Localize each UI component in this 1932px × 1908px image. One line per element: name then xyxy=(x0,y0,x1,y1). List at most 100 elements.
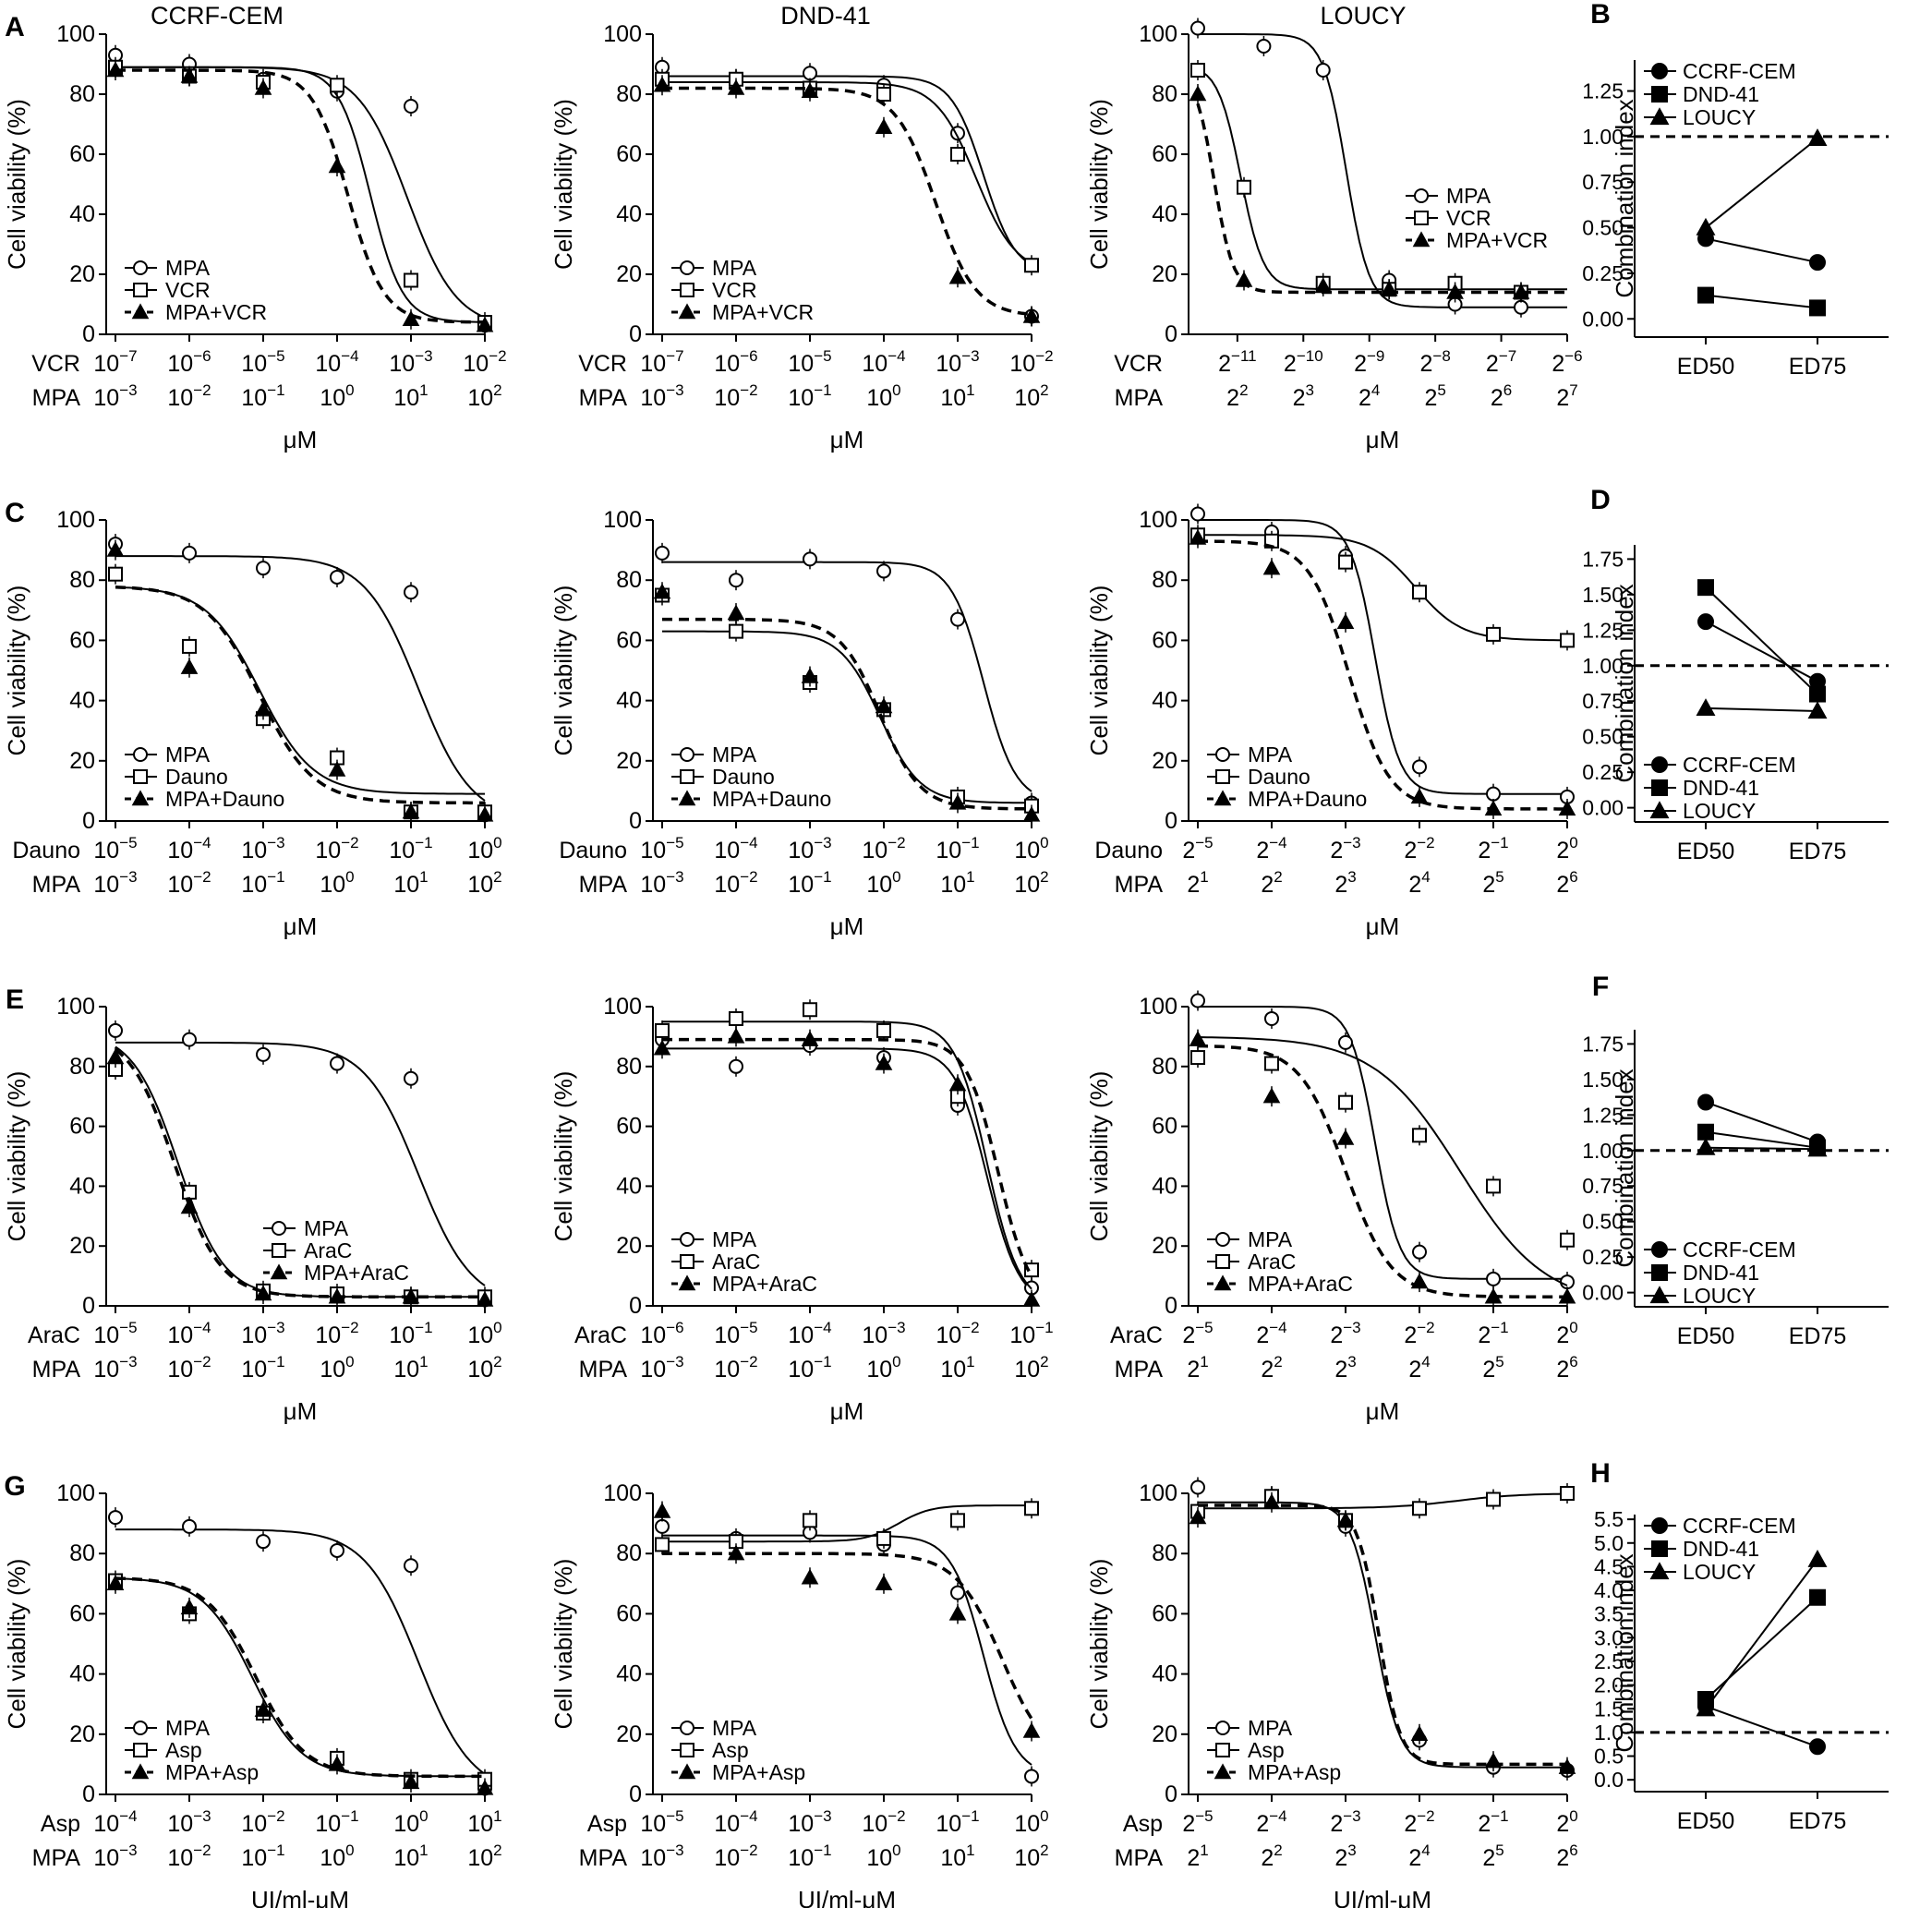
data-point-mpa xyxy=(1338,1034,1353,1050)
data-point-arac xyxy=(1190,1050,1205,1066)
data-point-mpa xyxy=(1412,759,1427,775)
legend-marker xyxy=(1215,1254,1230,1269)
legend-label: MPA+Dauno xyxy=(1248,787,1367,811)
x-tick-label-mpa: 25 xyxy=(1482,1353,1503,1383)
y-tick-label: 20 xyxy=(1152,1721,1177,1747)
data-point-mpa xyxy=(950,611,965,627)
legend-label: CCRF-CEM xyxy=(1683,59,1796,83)
x-row-label-drug: Asp xyxy=(1123,1811,1163,1837)
x-tick-label-drug: 10−2 xyxy=(862,1807,905,1837)
legend-marker xyxy=(270,1263,288,1280)
x-tick-label-mpa: 101 xyxy=(940,1842,974,1871)
legend-marker xyxy=(1651,756,1668,773)
series-line-ccrf-cem xyxy=(1705,621,1818,682)
data-point-vcr xyxy=(404,272,418,288)
y-tick-label: 60 xyxy=(69,627,95,653)
y-tick-label: 40 xyxy=(1152,1173,1177,1199)
x-row-label-mpa: MPA xyxy=(579,1357,628,1383)
data-point-mpa+arac xyxy=(1022,1290,1041,1307)
data-point-mpa xyxy=(1412,1244,1427,1260)
x-tick-label-drug: 100 xyxy=(467,834,501,863)
panel-letter: B xyxy=(1590,0,1611,30)
data-point-mpa+arac xyxy=(254,1285,272,1301)
data-point-asp xyxy=(655,1537,670,1552)
data-point-mpa+vcr xyxy=(106,61,125,78)
x-axis-label: μM xyxy=(1366,426,1400,453)
data-point-mpa+arac xyxy=(402,1287,420,1304)
legend-label: LOUCY xyxy=(1683,799,1756,823)
data-point-vcr xyxy=(330,78,344,93)
data-point-mpa+dauno xyxy=(1410,788,1429,804)
legend-marker xyxy=(678,790,696,806)
data-point-mpa xyxy=(330,569,344,585)
data-point-mpa xyxy=(1190,506,1205,522)
series-line-dnd-41 xyxy=(1705,586,1818,695)
data-point-mpa+arac xyxy=(476,1290,494,1307)
legend-marker xyxy=(680,747,694,762)
x-tick-label-drug: 2−5 xyxy=(1182,834,1213,863)
legend-label: CCRF-CEM xyxy=(1683,1238,1796,1262)
chart-panel-h: H 0.00.51.01.52.02.53.03.54.04.55.05.5 ED5… xyxy=(1590,1458,1889,1834)
y-tick-label: 0.75 xyxy=(1582,170,1624,194)
x-row-label-mpa: MPA xyxy=(1115,872,1164,898)
legend-marker xyxy=(1649,801,1670,819)
chart-panel-a2: 0 20 40 60 80 100 Cell viability (%) 10−7 10−3 10… xyxy=(549,21,1054,453)
x-tick-label-mpa: 100 xyxy=(866,1353,900,1383)
data-point-ccrf-cem xyxy=(1809,1738,1826,1756)
legend-marker xyxy=(678,303,696,320)
x-tick-label-drug: 10−5 xyxy=(93,1319,137,1348)
fit-curve-vcr xyxy=(1197,68,1567,291)
legend-marker xyxy=(1651,779,1668,796)
y-tick-label: 100 xyxy=(603,994,642,1020)
data-point-loucy xyxy=(1696,698,1716,717)
x-tick-label-drug: 10−4 xyxy=(167,1319,211,1348)
data-point-mpa+dauno xyxy=(328,760,346,777)
legend-label: MPA xyxy=(712,1716,757,1740)
y-tick-label: 60 xyxy=(1152,627,1177,653)
y-tick-label: 80 xyxy=(69,81,95,107)
x-tick-label-drug: 100 xyxy=(1014,1807,1048,1837)
data-point-loucy xyxy=(1807,128,1828,146)
y-tick-label: 60 xyxy=(616,141,642,167)
y-tick-label: 5.0 xyxy=(1594,1531,1624,1555)
legend-marker xyxy=(133,1721,148,1735)
y-tick-label: 100 xyxy=(56,21,95,47)
data-point-mpa+asp xyxy=(1484,1752,1503,1769)
x-tick-label: ED50 xyxy=(1677,1323,1735,1349)
data-point-mpa+vcr xyxy=(254,78,272,95)
y-tick-label: 0 xyxy=(82,808,95,834)
data-point-mpa+asp xyxy=(1336,1511,1355,1528)
legend-label: MPA+Asp xyxy=(1248,1760,1341,1784)
x-row-label-drug: AraC xyxy=(574,1322,627,1348)
x-tick-label-mpa: 10−3 xyxy=(640,868,683,898)
x-tick-label-mpa: 10−2 xyxy=(167,381,211,411)
y-tick-label: 0.75 xyxy=(1582,1174,1624,1198)
y-tick-label: 1.5 xyxy=(1594,1697,1624,1721)
y-tick-label: 2.5 xyxy=(1594,1649,1624,1673)
legend-marker xyxy=(1214,1763,1232,1780)
y-tick-label: 20 xyxy=(616,261,642,287)
y-tick-label: 1.25 xyxy=(1582,618,1624,642)
data-point-loucy xyxy=(1696,1698,1716,1717)
fit-curve-mpa+arac xyxy=(114,1047,485,1299)
panel-letter: F xyxy=(1592,972,1609,1002)
x-tick-label-mpa: 100 xyxy=(320,381,354,411)
x-tick-label: ED75 xyxy=(1789,1323,1847,1349)
fit-curve-dauno xyxy=(662,630,1032,804)
legend-marker xyxy=(680,1721,694,1735)
data-point-mpa xyxy=(655,545,670,561)
data-point-mpa xyxy=(1190,20,1205,36)
y-tick-label: 40 xyxy=(69,1173,95,1199)
y-tick-label: 0.00 xyxy=(1582,796,1624,820)
data-point-arac xyxy=(655,1022,670,1038)
x-tick-label: ED50 xyxy=(1677,354,1735,380)
data-point-mpa xyxy=(1560,1274,1575,1290)
fit-curve-mpa+asp xyxy=(662,1552,1033,1721)
data-point-arac xyxy=(1412,1128,1427,1143)
fit-curve-mpa xyxy=(115,1528,486,1775)
data-point-arac xyxy=(1486,1178,1501,1194)
chart-panel-a: A 0 20 40 60 80 100 Cell viability (%) 10−7 10−3 1… xyxy=(3,12,507,453)
x-row-label-mpa: MPA xyxy=(579,1845,628,1871)
data-point-dnd-41 xyxy=(1697,579,1714,597)
data-point-mpa xyxy=(655,1518,670,1534)
